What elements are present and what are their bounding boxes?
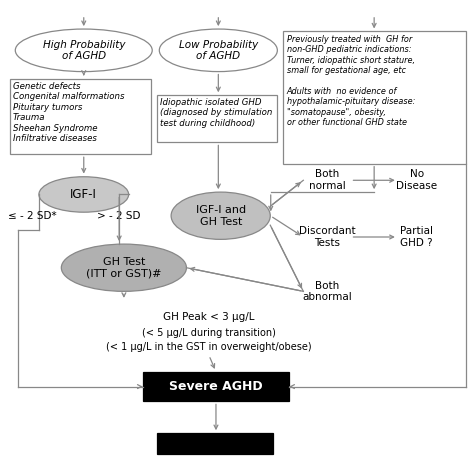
Text: Both
normal: Both normal <box>309 170 345 191</box>
Ellipse shape <box>159 29 277 72</box>
Text: IGF-I: IGF-I <box>70 188 97 201</box>
Ellipse shape <box>15 29 152 72</box>
Text: > - 2 SD: > - 2 SD <box>98 211 141 221</box>
Text: High Probability
of AGHD: High Probability of AGHD <box>43 39 125 61</box>
FancyBboxPatch shape <box>157 433 273 455</box>
Text: (< 5 μg/L during transition): (< 5 μg/L during transition) <box>142 328 276 338</box>
Text: Discordant
Tests: Discordant Tests <box>299 226 355 248</box>
Text: Genetic defects
Congenital malformations
Pituitary tumors
Trauma
Sheehan Syndrom: Genetic defects Congenital malformations… <box>13 82 125 143</box>
Text: Both
abnormal: Both abnormal <box>302 281 352 302</box>
Text: IGF-I and
GH Test: IGF-I and GH Test <box>196 205 246 227</box>
Text: (< 1 μg/L in the GST in overweight/obese): (< 1 μg/L in the GST in overweight/obese… <box>106 342 312 352</box>
Text: GH Peak < 3 μg/L: GH Peak < 3 μg/L <box>163 312 255 322</box>
Ellipse shape <box>39 177 128 212</box>
Text: GH Test
(ITT or GST)#: GH Test (ITT or GST)# <box>86 257 162 279</box>
Text: Severe AGHD: Severe AGHD <box>169 380 263 393</box>
Text: Previously treated with  GH for
non-GHD pediatric indications:
Turner, idiopathi: Previously treated with GH for non-GHD p… <box>287 35 415 127</box>
Text: Idiopathic isolated GHD
(diagnosed by stimulation
test during childhood): Idiopathic isolated GHD (diagnosed by st… <box>160 98 273 128</box>
Text: ≤ - 2 SD*: ≤ - 2 SD* <box>8 211 56 221</box>
FancyBboxPatch shape <box>143 372 289 401</box>
Text: No
Disease: No Disease <box>396 170 437 191</box>
FancyBboxPatch shape <box>9 79 151 155</box>
Text: Partial
GHD ?: Partial GHD ? <box>400 226 433 248</box>
FancyBboxPatch shape <box>283 31 466 164</box>
Ellipse shape <box>171 192 270 239</box>
FancyBboxPatch shape <box>157 95 277 143</box>
Text: Low Probability
of AGHD: Low Probability of AGHD <box>179 39 258 61</box>
Ellipse shape <box>61 244 186 292</box>
